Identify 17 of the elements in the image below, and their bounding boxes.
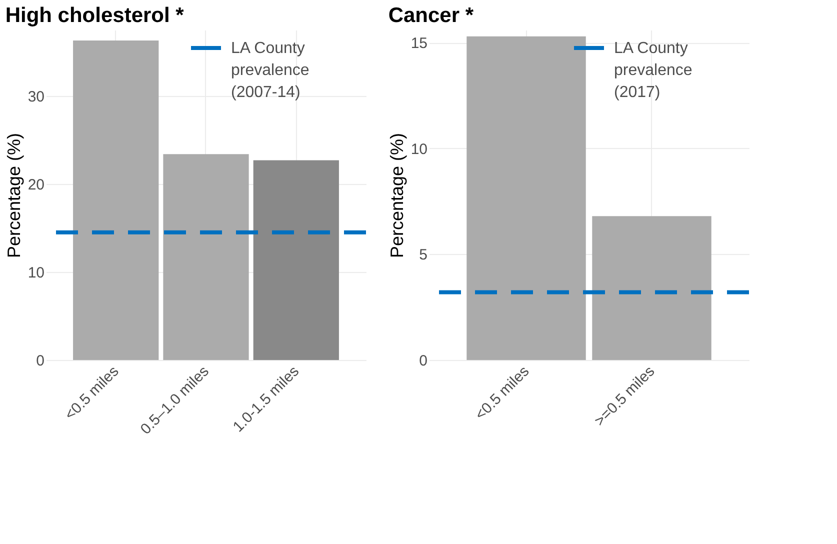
y-tick-label: 0: [36, 352, 44, 370]
y-tick-label: 5: [419, 246, 428, 264]
bar: [73, 40, 159, 360]
y-tick-label: 30: [28, 88, 44, 106]
y-axis-title: Percentage (%): [4, 132, 24, 258]
bar: [253, 160, 339, 360]
y-tick-label: 20: [28, 176, 44, 194]
legend-label: LA County prevalence (2007-14): [231, 40, 310, 101]
chart-title: Cancer *: [388, 4, 474, 27]
y-tick-label: 10: [410, 140, 428, 158]
y-tick-label: 10: [28, 264, 44, 282]
chart-title: High cholesterol *: [5, 4, 185, 27]
bar: [163, 154, 249, 360]
y-axis-title: Percentage (%): [386, 132, 407, 258]
y-tick-label: 15: [410, 35, 428, 52]
y-tick-label: 0: [419, 352, 428, 370]
legend-label: LA County prevalence (2017): [614, 40, 692, 101]
